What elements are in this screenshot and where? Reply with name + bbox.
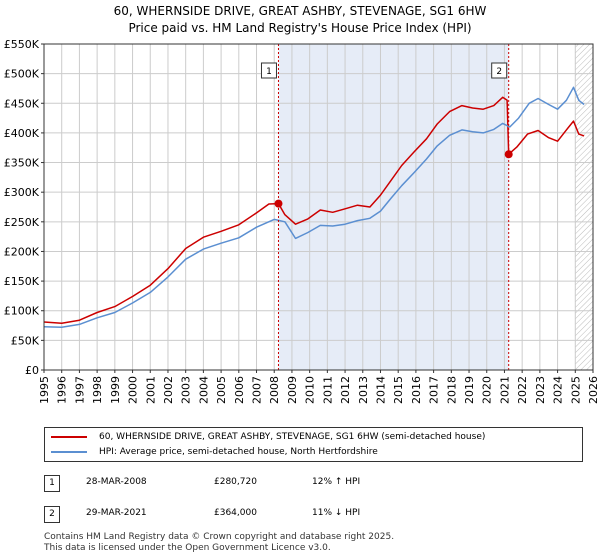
sale-point — [504, 150, 513, 159]
x-tick-label: 2007 — [251, 376, 264, 404]
x-tick-label: 2018 — [445, 376, 458, 404]
series-line-price — [43, 96, 585, 324]
x-tick-label: 2022 — [516, 376, 529, 404]
chart-subtitle: Price paid vs. HM Land Registry's House … — [128, 21, 472, 35]
x-tick-label: 2002 — [162, 376, 175, 404]
y-tick-label: £100K — [4, 305, 40, 318]
sale-date: 29-MAR-2021 — [86, 508, 147, 518]
hatched-region — [575, 44, 593, 370]
x-tick-label: 1998 — [91, 376, 104, 404]
x-tick-label: 1996 — [56, 376, 69, 404]
x-tick-label: 2015 — [392, 376, 405, 404]
x-tick-label: 2009 — [286, 376, 299, 404]
sale-marker-label: 1 — [266, 67, 272, 77]
sale-row: 2 29-MAR-2021 £364,000 11% ↓ HPI — [44, 506, 444, 524]
price-chart: 1 2 £0 £50K £100K £150K £200K £250K £300K £350K £… — [4, 38, 600, 404]
y-tick-label: £150K — [4, 275, 40, 288]
x-tick-label: 2025 — [569, 376, 582, 404]
x-tick-label: 2023 — [534, 376, 547, 404]
highlight-band — [278, 44, 509, 370]
sale-point — [274, 199, 283, 208]
x-tick-label: 1995 — [38, 376, 51, 404]
y-tick-label: £450K — [4, 97, 40, 110]
sale-hpi-diff: 12% ↑ HPI — [312, 477, 361, 487]
y-tick-label: £350K — [4, 157, 40, 170]
legend-item-price: 60, WHERNSIDE DRIVE, GREAT ASHBY, STEVEN… — [51, 430, 485, 444]
chart-title: 60, WHERNSIDE DRIVE, GREAT ASHBY, STEVEN… — [113, 4, 487, 18]
legend-label-hpi: HPI: Average price, semi-detached house,… — [99, 447, 378, 457]
legend-label-price: 60, WHERNSIDE DRIVE, GREAT ASHBY, STEVEN… — [99, 432, 486, 442]
x-tick-label: 2008 — [268, 376, 281, 404]
legend-item-hpi: HPI: Average price, semi-detached house,… — [51, 445, 378, 459]
x-tick-label: 2004 — [197, 376, 210, 404]
sale-marker-label: 2 — [496, 67, 502, 77]
x-tick-label: 2019 — [463, 376, 476, 404]
x-tick-label: 2005 — [215, 376, 228, 404]
x-tick-label: 2020 — [481, 376, 494, 404]
legend-swatch-price — [51, 436, 87, 438]
y-tick-label: £250K — [4, 216, 40, 229]
y-tick-label: £0 — [25, 364, 39, 377]
y-tick-label: £400K — [4, 127, 40, 140]
sale-marker-box — [260, 62, 277, 79]
x-tick-label: 2012 — [339, 376, 352, 404]
y-tick-label: £550K — [4, 38, 40, 51]
sale-marker-box — [491, 62, 508, 79]
x-tick-label: 2001 — [144, 376, 157, 404]
y-tick-label: £50K — [11, 334, 40, 347]
x-tick-label: 2010 — [304, 376, 317, 404]
y-tick-label: £300K — [4, 186, 40, 199]
x-tick-label: 2026 — [587, 376, 600, 404]
x-tick-label: 2024 — [552, 376, 565, 404]
footer-copyright: Contains HM Land Registry data © Crown c… — [44, 532, 395, 542]
x-tick-label: 2013 — [357, 376, 370, 404]
sale-date: 28-MAR-2008 — [86, 477, 147, 487]
x-tick-label: 2006 — [233, 376, 246, 404]
legend-swatch-hpi — [51, 451, 87, 453]
sale-price: £364,000 — [214, 508, 257, 518]
x-tick-label: 2017 — [428, 376, 441, 404]
legend: 60, WHERNSIDE DRIVE, GREAT ASHBY, STEVEN… — [44, 427, 583, 462]
y-tick-label: £200K — [4, 245, 40, 258]
x-tick-label: 2021 — [498, 376, 511, 404]
series-line-hpi — [43, 86, 585, 329]
y-tick-label: £500K — [4, 68, 40, 81]
sale-row: 1 28-MAR-2008 £280,720 12% ↑ HPI — [44, 475, 444, 493]
x-tick-label: 2000 — [127, 376, 140, 404]
sale-number-badge: 1 — [44, 475, 60, 492]
footer-licence: This data is licensed under the Open Gov… — [44, 543, 331, 553]
x-tick-label: 2014 — [374, 376, 387, 404]
x-tick-label: 1999 — [109, 376, 122, 404]
plot-frame — [43, 43, 594, 371]
sale-price: £280,720 — [214, 477, 257, 487]
sale-number-badge: 2 — [44, 506, 60, 523]
x-tick-label: 1997 — [73, 376, 86, 404]
x-tick-label: 2003 — [180, 376, 193, 404]
x-tick-label: 2016 — [410, 376, 423, 404]
sale-hpi-diff: 11% ↓ HPI — [312, 508, 361, 518]
x-tick-label: 2011 — [321, 376, 334, 404]
